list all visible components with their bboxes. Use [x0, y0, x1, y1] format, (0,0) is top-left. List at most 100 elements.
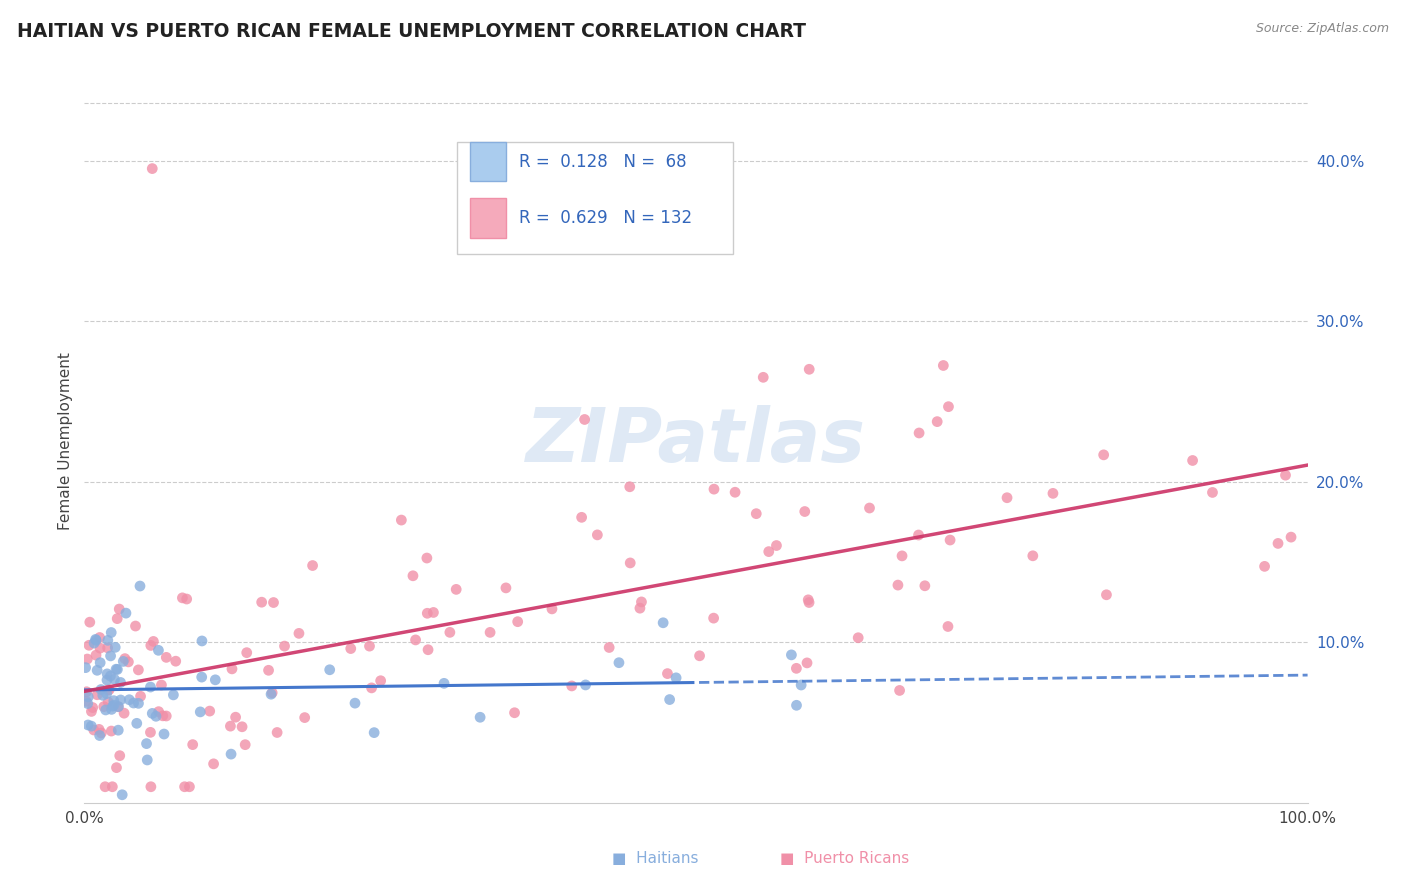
Point — [83, 723, 105, 737]
Point — [155, 650, 177, 665]
Point — [294, 710, 316, 724]
FancyBboxPatch shape — [457, 142, 733, 253]
Text: ■  Puerto Ricans: ■ Puerto Ricans — [780, 851, 910, 865]
Point — [124, 619, 146, 633]
Point — [94, 703, 117, 717]
Point — [785, 661, 807, 675]
Point — [111, 788, 134, 802]
Point — [76, 652, 98, 666]
Point — [561, 679, 583, 693]
Text: Source: ZipAtlas.com: Source: ZipAtlas.com — [1256, 22, 1389, 36]
Point — [1181, 453, 1204, 467]
Point — [1092, 448, 1115, 462]
Point — [86, 688, 108, 702]
Point — [165, 654, 187, 668]
Point — [198, 704, 221, 718]
Point — [155, 709, 177, 723]
Point — [150, 678, 173, 692]
Point — [444, 582, 467, 597]
Point — [995, 491, 1018, 505]
Point — [439, 625, 461, 640]
Point — [797, 595, 820, 609]
Point — [858, 501, 880, 516]
Point — [586, 528, 609, 542]
Point — [82, 700, 104, 714]
Text: ZIPatlas: ZIPatlas — [526, 405, 866, 478]
Point — [118, 692, 141, 706]
Point — [90, 682, 112, 697]
Point — [84, 648, 107, 662]
Point — [495, 581, 517, 595]
Point — [479, 625, 502, 640]
Point — [107, 699, 129, 714]
Point — [416, 551, 439, 566]
FancyBboxPatch shape — [470, 198, 506, 238]
Point — [780, 648, 803, 662]
Point — [541, 602, 564, 616]
Point — [1095, 588, 1118, 602]
Point — [139, 725, 162, 739]
Point — [887, 578, 910, 592]
Point — [927, 415, 949, 429]
Point — [129, 579, 152, 593]
Point — [907, 528, 929, 542]
Point — [127, 663, 149, 677]
Point — [190, 670, 212, 684]
Point — [139, 780, 162, 794]
Point — [142, 634, 165, 648]
Point — [76, 685, 98, 699]
Point — [89, 656, 111, 670]
Point — [173, 780, 195, 794]
Point — [107, 723, 129, 738]
Point — [76, 697, 98, 711]
Point — [204, 673, 226, 687]
Point — [84, 632, 107, 647]
Point — [108, 602, 131, 616]
Point — [363, 725, 385, 739]
Point — [468, 710, 491, 724]
Point — [101, 699, 124, 714]
Point — [83, 636, 105, 650]
Point — [1022, 549, 1045, 563]
Point — [97, 640, 120, 655]
Point — [360, 681, 382, 695]
Point — [891, 549, 914, 563]
Point — [97, 683, 120, 698]
Point — [100, 669, 122, 683]
Point — [96, 666, 118, 681]
Point — [112, 654, 135, 668]
Point — [148, 643, 170, 657]
Point — [1279, 530, 1302, 544]
Point — [153, 727, 176, 741]
Point — [1274, 468, 1296, 483]
Point — [219, 719, 242, 733]
Point — [91, 688, 114, 702]
Point — [89, 631, 111, 645]
Point — [139, 639, 162, 653]
Point — [125, 716, 148, 731]
Point — [115, 606, 138, 620]
Point — [939, 533, 962, 547]
Point — [98, 682, 121, 697]
Point — [127, 697, 149, 711]
Point — [148, 705, 170, 719]
Point — [110, 675, 132, 690]
Point — [179, 780, 201, 794]
Point — [745, 507, 768, 521]
Point — [77, 718, 100, 732]
Point — [301, 558, 323, 573]
Point — [793, 504, 815, 518]
Point — [105, 761, 128, 775]
Point — [219, 747, 242, 761]
Point — [93, 699, 115, 714]
Point — [87, 723, 110, 737]
Point — [598, 640, 620, 655]
Point — [80, 719, 103, 733]
Point — [266, 725, 288, 739]
Point — [343, 696, 366, 710]
Point — [250, 595, 273, 609]
Point — [914, 579, 936, 593]
Point — [370, 673, 392, 688]
Point — [110, 693, 132, 707]
Point — [571, 510, 593, 524]
